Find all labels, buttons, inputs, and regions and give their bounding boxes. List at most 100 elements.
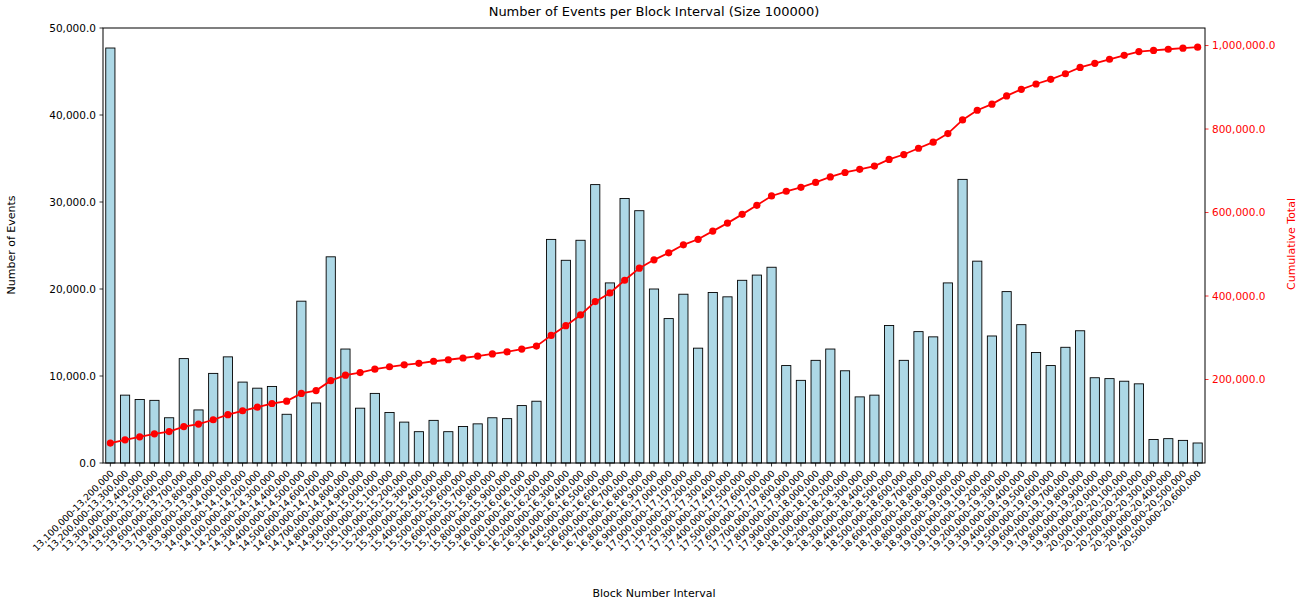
bar	[958, 179, 967, 463]
cumulative-point	[900, 151, 907, 158]
cumulative-point	[401, 361, 408, 368]
bar	[297, 301, 306, 463]
bar	[1002, 292, 1011, 463]
bar	[708, 292, 717, 463]
cumulative-point	[650, 256, 657, 263]
bar	[473, 424, 482, 463]
bar	[502, 419, 511, 463]
cumulative-point	[1106, 56, 1113, 63]
cumulative-point	[680, 241, 687, 248]
cumulative-point	[518, 345, 525, 352]
bar	[796, 380, 805, 463]
bar	[458, 426, 467, 463]
cumulative-point	[753, 202, 760, 209]
cumulative-point	[1091, 60, 1098, 67]
cumulative-point	[1150, 47, 1157, 54]
chart-canvas: 13,100,000-13,200,00013,200,000-13,300,0…	[0, 0, 1304, 613]
chart-title: Number of Events per Block Interval (Siz…	[489, 4, 820, 19]
cumulative-point	[548, 332, 555, 339]
cumulative-point	[503, 348, 510, 355]
cumulative-point	[533, 343, 540, 350]
cumulative-point	[180, 423, 187, 430]
bar	[899, 360, 908, 463]
cumulative-point	[665, 249, 672, 256]
cumulative-point	[1165, 46, 1172, 53]
bar	[620, 199, 629, 463]
bar	[1061, 347, 1070, 463]
bar	[811, 360, 820, 463]
cumulative-point	[606, 289, 613, 296]
cumulative-point	[1179, 45, 1186, 52]
y-tick-label-left: 0.0	[79, 457, 96, 469]
cumulative-point	[136, 433, 143, 440]
cumulative-point	[474, 353, 481, 360]
bar	[1178, 440, 1187, 463]
cumulative-point	[621, 277, 628, 284]
bar	[738, 280, 747, 463]
y-tick-label-right: 800,000.0	[1212, 123, 1265, 135]
bar	[1076, 331, 1085, 463]
cumulative-point	[195, 420, 202, 427]
bar	[723, 297, 732, 463]
bar	[547, 239, 556, 463]
cumulative-point	[327, 377, 334, 384]
bar	[356, 408, 365, 463]
bar	[223, 357, 232, 463]
bar	[840, 371, 849, 463]
bar	[341, 349, 350, 463]
cumulative-point	[1062, 70, 1069, 77]
bar	[649, 289, 658, 463]
cumulative-point	[944, 130, 951, 137]
y-axis-label-left: Number of Events	[5, 195, 18, 294]
y-tick-label-right: 400,000.0	[1212, 290, 1265, 302]
x-axis-label: Block Number Interval	[592, 587, 715, 600]
bar	[987, 336, 996, 463]
cumulative-point	[151, 430, 158, 437]
cumulative-point	[1047, 76, 1054, 83]
cumulative-point	[768, 192, 775, 199]
bar	[943, 283, 952, 463]
bar	[267, 386, 276, 463]
cumulative-point	[562, 322, 569, 329]
cumulative-point	[239, 407, 246, 414]
bar	[591, 185, 600, 463]
cumulative-point	[636, 265, 643, 272]
cumulative-point	[459, 354, 466, 361]
bar	[884, 326, 893, 463]
bar	[870, 395, 879, 463]
cumulative-point	[445, 356, 452, 363]
cumulative-point	[1018, 86, 1025, 93]
cumulative-point	[357, 369, 364, 376]
bar	[605, 283, 614, 463]
bar	[1149, 440, 1158, 463]
cumulative-point	[577, 311, 584, 318]
bar	[929, 337, 938, 463]
bar	[1090, 378, 1099, 463]
y-tick-label-right: 1,000,000.0	[1212, 39, 1275, 51]
bar	[914, 332, 923, 463]
chart: 13,100,000-13,200,00013,200,000-13,300,0…	[0, 0, 1304, 613]
bar	[385, 413, 394, 463]
cumulative-point	[856, 166, 863, 173]
bar	[1134, 384, 1143, 463]
bar	[282, 414, 291, 463]
cumulative-point	[1194, 44, 1201, 51]
bar	[238, 382, 247, 463]
bar	[1164, 439, 1173, 463]
bar	[120, 395, 129, 463]
bar	[826, 349, 835, 463]
cumulative-point	[489, 350, 496, 357]
bar	[444, 432, 453, 463]
cumulative-point	[1135, 48, 1142, 55]
bar	[1105, 379, 1114, 463]
cumulative-point	[1003, 92, 1010, 99]
bar	[767, 267, 776, 463]
cumulative-point	[312, 387, 319, 394]
bar	[370, 393, 379, 463]
cumulative-point	[959, 116, 966, 123]
bar	[855, 397, 864, 463]
y-tick-label-left: 40,000.0	[49, 109, 96, 121]
cumulative-point	[107, 439, 114, 446]
cumulative-point	[930, 139, 937, 146]
bar	[311, 403, 320, 463]
